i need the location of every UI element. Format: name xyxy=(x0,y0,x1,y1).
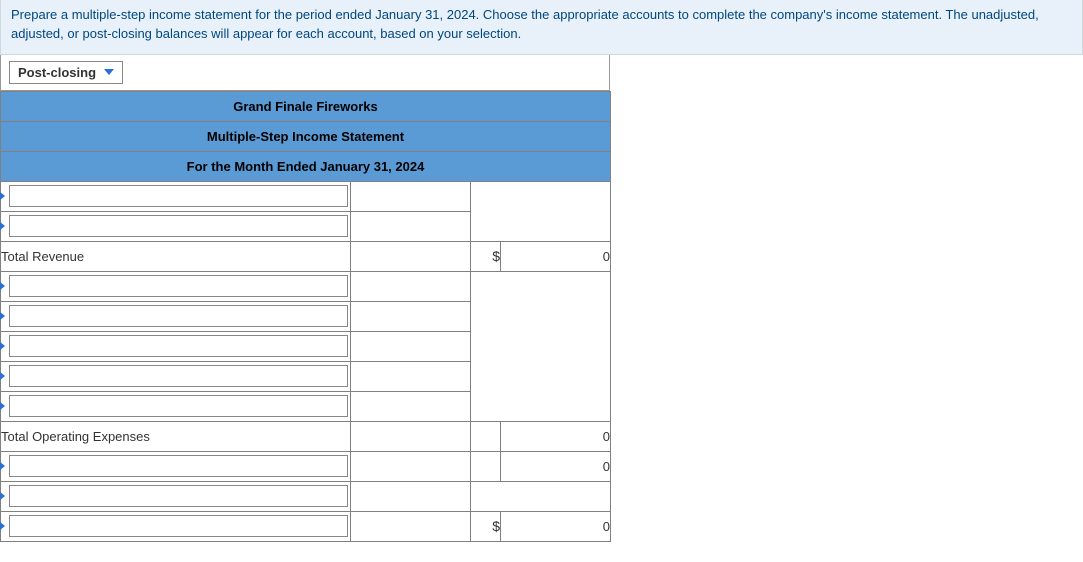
blank xyxy=(351,451,471,481)
account-picker-cell-10[interactable] xyxy=(1,511,351,541)
picker-icon xyxy=(0,371,5,381)
value1-cell-4[interactable] xyxy=(351,301,471,331)
value1-cell-7[interactable] xyxy=(351,391,471,421)
account-picker-cell-1[interactable] xyxy=(1,181,351,211)
account-picker-cell-7[interactable] xyxy=(1,391,351,421)
account-input-8[interactable] xyxy=(9,455,348,477)
account-input-9[interactable] xyxy=(9,485,348,507)
value1-input-3[interactable] xyxy=(351,272,470,301)
picker-icon xyxy=(0,221,5,231)
value1-input-6[interactable] xyxy=(351,362,470,391)
account-input-6[interactable] xyxy=(9,365,348,387)
value1-cell-1[interactable] xyxy=(351,181,471,211)
picker-icon xyxy=(0,461,5,471)
value1-input-7[interactable] xyxy=(351,392,470,421)
company-header: Grand Finale Fireworks xyxy=(1,91,611,121)
value1-input-2[interactable] xyxy=(351,212,470,241)
chevron-down-icon xyxy=(104,69,114,75)
value1-input-4[interactable] xyxy=(351,302,470,331)
account-picker-cell-2[interactable] xyxy=(1,211,351,241)
account-input-4[interactable] xyxy=(9,305,348,327)
blank xyxy=(351,421,471,451)
statement-title: Multiple-Step Income Statement xyxy=(1,121,611,151)
period-header: For the Month Ended January 31, 2024 xyxy=(1,151,611,181)
value1-cell-2[interactable] xyxy=(351,211,471,241)
picker-icon xyxy=(0,401,5,411)
account-picker-cell-3[interactable] xyxy=(1,271,351,301)
picker-icon xyxy=(0,191,5,201)
total-revenue-value: 0 xyxy=(501,241,611,271)
income-statement-table: Grand Finale Fireworks Multiple-Step Inc… xyxy=(0,91,611,542)
total-revenue-label: Total Revenue xyxy=(1,241,351,271)
account-input-5[interactable] xyxy=(9,335,348,357)
account-input-1[interactable] xyxy=(9,185,348,207)
total-opex-label: Total Operating Expenses xyxy=(1,421,351,451)
account-input-2[interactable] xyxy=(9,215,348,237)
account-picker-cell-8[interactable] xyxy=(1,451,351,481)
picker-icon xyxy=(0,521,5,531)
row-after-opex-value: 0 xyxy=(501,451,611,481)
account-input-3[interactable] xyxy=(9,275,348,297)
blank xyxy=(351,511,471,541)
total-opex-value: 0 xyxy=(501,421,611,451)
blank-cur xyxy=(471,451,501,481)
instructions-text: Prepare a multiple-step income statement… xyxy=(11,7,1039,41)
final-value: 0 xyxy=(501,511,611,541)
value1-cell-9[interactable] xyxy=(351,481,471,511)
picker-icon xyxy=(0,341,5,351)
account-input-10[interactable] xyxy=(9,515,348,537)
total-revenue-currency: $ xyxy=(471,241,501,271)
value1-input-5[interactable] xyxy=(351,332,470,361)
value1-cell-5[interactable] xyxy=(351,331,471,361)
blank-merge-mid xyxy=(471,271,611,421)
account-picker-cell-6[interactable] xyxy=(1,361,351,391)
account-input-7[interactable] xyxy=(9,395,348,417)
final-currency: $ xyxy=(471,511,501,541)
value1-input-1[interactable] xyxy=(351,182,470,211)
value1-cell-3[interactable] xyxy=(351,271,471,301)
balance-type-dropdown[interactable]: Post-closing xyxy=(9,61,123,84)
blank xyxy=(351,241,471,271)
value1-input-9[interactable] xyxy=(351,482,470,511)
picker-icon xyxy=(0,281,5,291)
blank-cur xyxy=(471,421,501,451)
blank-merge-top xyxy=(471,181,611,241)
account-picker-cell-4[interactable] xyxy=(1,301,351,331)
value1-cell-6[interactable] xyxy=(351,361,471,391)
account-picker-cell-9[interactable] xyxy=(1,481,351,511)
picker-icon xyxy=(0,311,5,321)
balance-type-row: Post-closing xyxy=(0,55,610,91)
blank-merge-9 xyxy=(471,481,611,511)
instructions-banner: Prepare a multiple-step income statement… xyxy=(0,0,1083,55)
account-picker-cell-5[interactable] xyxy=(1,331,351,361)
balance-type-selected: Post-closing xyxy=(18,65,96,80)
picker-icon xyxy=(0,491,5,501)
